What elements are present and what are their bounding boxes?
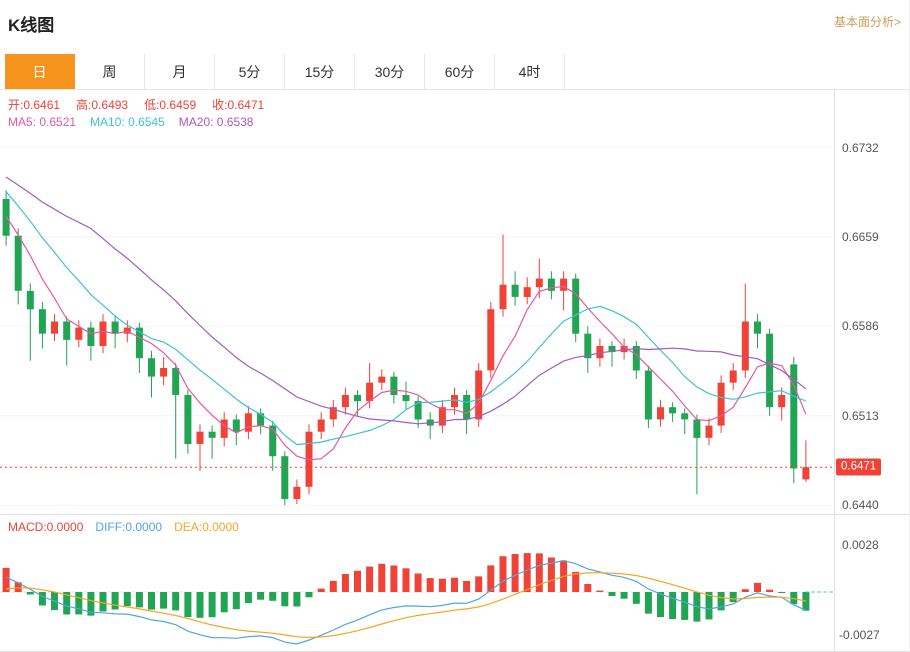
macd-axis-label-top: 0.0028 [842,538,879,552]
main-chart: 开:0.6461 高:0.6493 低:0.6459 收:0.6471 MA5:… [0,90,835,515]
price-axis-label: 0.6732 [842,140,879,155]
price-axis-label: 0.6440 [842,498,879,513]
macd-axis-label-bottom: -0.0027 [839,628,880,642]
macd-axis: 0.0028 -0.0027 [835,515,909,652]
tab-week[interactable]: 周 [75,54,145,89]
fundamental-analysis-link[interactable]: 基本面分析> [833,15,901,29]
tab-min5[interactable]: 5分 [215,54,285,89]
tab-day[interactable]: 日 [5,54,75,89]
price-axis-label: 0.6513 [842,408,879,423]
price-axis-label: 0.6659 [842,229,879,244]
tab-month[interactable]: 月 [145,54,215,89]
page-title: K线图 [8,16,55,35]
macd-canvas[interactable] [0,515,835,651]
price-axis-label: 0.6586 [842,319,879,334]
price-axis: 0.6471 0.6732 0.6659 0.6586 0.6513 0.6440 [835,90,909,515]
macd-chart: MACD:0.0000 DIFF:0.0000 DEA:0.0000 [0,515,835,652]
period-tabbar: 日周月 5分 15分 30分 60分 4时 [0,54,909,90]
tab-min30[interactable]: 30分 [355,54,425,89]
chart-area: 开:0.6461 高:0.6493 低:0.6459 收:0.6471 MA5:… [0,90,909,652]
candlestick-canvas[interactable] [0,90,835,515]
widget-header: K线图 基本面分析> [0,0,909,54]
current-price-tag: 0.6471 [836,458,882,476]
tab-min60[interactable]: 60分 [425,54,495,89]
tab-min15[interactable]: 15分 [285,54,355,89]
tab-hour4[interactable]: 4时 [495,54,565,89]
